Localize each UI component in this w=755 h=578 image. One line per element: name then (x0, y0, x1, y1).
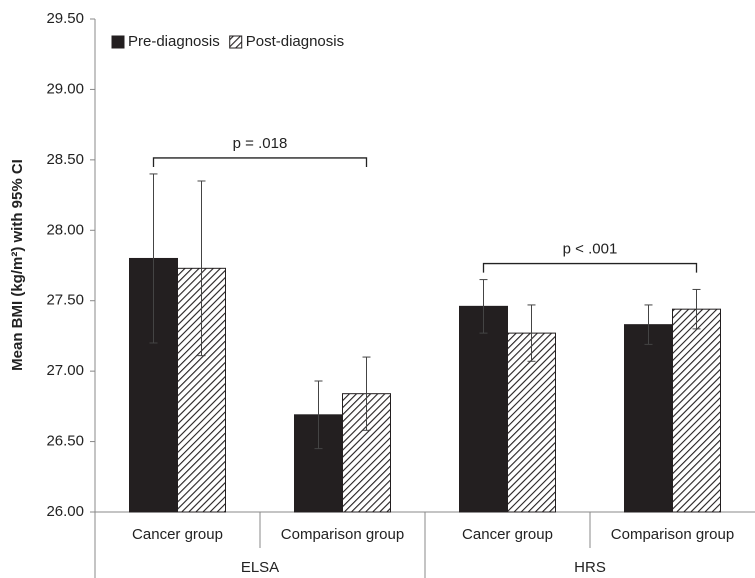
y-tick-label: 26.50 (46, 433, 84, 450)
error-bar (527, 304, 536, 362)
bar (507, 332, 556, 513)
bracket (152, 157, 368, 167)
error-bar (692, 288, 701, 330)
legend-swatch (111, 35, 125, 49)
bar (624, 324, 673, 513)
bar (459, 305, 508, 513)
bracket (482, 262, 698, 273)
y-tick-label: 29.50 (46, 10, 84, 27)
y-tick-label: 26.00 (46, 503, 84, 520)
y-tick-label: 27.00 (46, 362, 84, 379)
x-tick-label: Cancer group (132, 526, 223, 543)
y-tick-label: 29.00 (46, 80, 84, 97)
error-bar (644, 304, 653, 345)
error-bar (479, 279, 488, 334)
y-axis-label: Mean BMI (kg/m²) with 95% CI (9, 159, 26, 371)
group-label: ELSA (241, 559, 279, 576)
error-bar (197, 180, 206, 357)
x-tick-label: Comparison group (611, 526, 734, 543)
y-tick-label: 28.50 (46, 151, 84, 168)
y-tick-label: 28.00 (46, 221, 84, 238)
legend-label: Post-diagnosis (246, 33, 344, 50)
group-label: HRS (574, 559, 606, 576)
bar (294, 414, 343, 513)
bar (672, 308, 721, 513)
error-bar (314, 380, 323, 450)
x-tick-label: Cancer group (462, 526, 553, 543)
annotation: p < .001 (563, 241, 618, 258)
legend-swatch (229, 35, 243, 49)
error-bar (362, 356, 371, 431)
legend-label: Pre-diagnosis (128, 33, 220, 50)
error-bar (149, 173, 158, 344)
y-tick-label: 27.50 (46, 292, 84, 309)
annotation: p = .018 (233, 135, 288, 152)
x-tick-label: Comparison group (281, 526, 404, 543)
